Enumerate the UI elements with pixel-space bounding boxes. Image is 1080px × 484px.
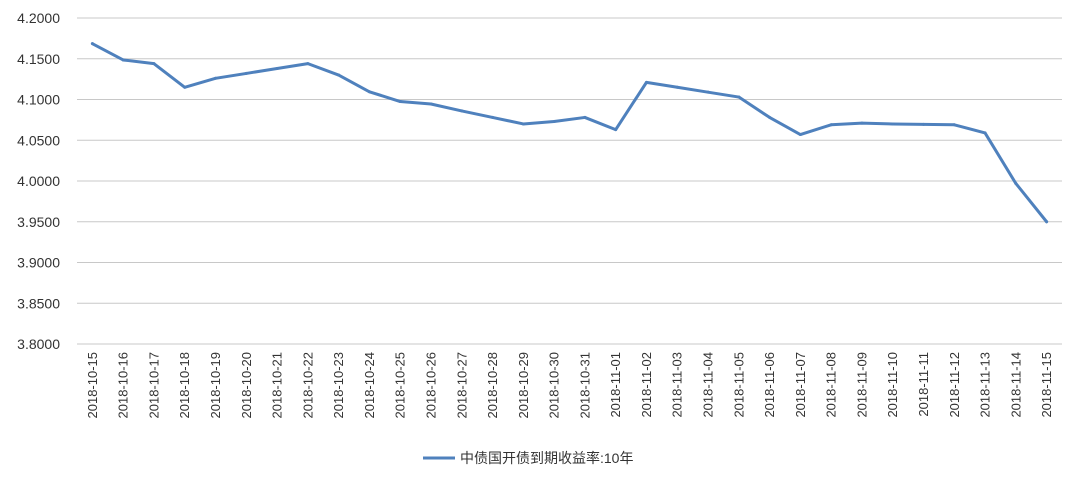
x-tick-label: 2018-10-31	[577, 352, 592, 419]
data-point	[768, 115, 772, 119]
x-tick-label: 2018-11-09	[854, 352, 869, 418]
x-tick-label: 2018-10-20	[239, 352, 254, 419]
y-tick-label: 4.1000	[17, 92, 60, 108]
data-point	[337, 73, 341, 77]
x-tick-label: 2018-11-07	[793, 352, 808, 418]
x-tick-label: 2018-10-25	[393, 352, 408, 419]
x-tick-label: 2018-10-28	[485, 352, 500, 419]
y-tick-label: 3.8000	[17, 336, 60, 352]
data-point	[860, 121, 864, 125]
x-tick-label: 2018-10-29	[516, 352, 531, 419]
data-point	[152, 62, 156, 66]
data-point	[275, 67, 279, 71]
data-point	[737, 95, 741, 99]
x-tick-label: 2018-11-15	[1039, 352, 1054, 418]
series-layer	[90, 42, 1049, 224]
data-point	[429, 102, 433, 106]
x-tick-label: 2018-11-05	[731, 352, 746, 418]
data-point	[891, 122, 895, 126]
x-tick-label: 2018-11-11	[916, 352, 931, 417]
x-tick-label: 2018-11-01	[608, 352, 623, 418]
data-point	[90, 42, 94, 46]
data-point	[244, 71, 248, 75]
x-tick-label: 2018-10-15	[85, 352, 100, 419]
x-tick-label: 2018-10-22	[300, 352, 315, 419]
x-tick-label: 2018-11-02	[639, 352, 654, 418]
x-tick-label: 2018-10-26	[423, 352, 438, 419]
data-point	[644, 80, 648, 84]
data-point	[614, 128, 618, 132]
y-axis-ticks: 4.2000 4.1500 4.1000 4.0500 4.0000 3.9500 3.90…	[17, 10, 60, 352]
x-tick-label: 2018-10-30	[547, 352, 562, 419]
data-point	[398, 100, 402, 104]
x-axis-ticks: 2018-10-15 2018-10-16 2018-10-17 2018-10-18…	[85, 352, 1054, 419]
data-point	[460, 109, 464, 113]
gridlines	[77, 17, 1062, 345]
x-tick-label: 2018-11-08	[824, 352, 839, 418]
x-tick-label: 2018-11-03	[670, 352, 685, 418]
x-tick-label: 2018-10-17	[146, 352, 161, 419]
y-tick-label: 4.2000	[17, 10, 60, 26]
data-point	[921, 122, 925, 126]
data-point	[306, 62, 310, 66]
data-point	[1014, 181, 1018, 185]
data-point	[367, 90, 371, 94]
x-tick-label: 2018-10-23	[331, 352, 346, 419]
data-point	[675, 85, 679, 89]
data-point	[706, 90, 710, 94]
x-tick-label: 2018-11-12	[947, 352, 962, 418]
x-tick-label: 2018-10-18	[177, 352, 192, 419]
y-tick-label: 3.9000	[17, 255, 60, 271]
data-point	[1045, 220, 1049, 224]
legend-label: 中债国开债到期收益率:10年	[460, 450, 633, 466]
data-point	[521, 122, 525, 126]
x-tick-label: 2018-11-06	[762, 352, 777, 418]
y-tick-label: 3.9500	[17, 214, 60, 230]
data-point	[121, 58, 125, 62]
x-tick-label: 2018-10-19	[208, 352, 223, 419]
y-tick-label: 4.0500	[17, 132, 60, 148]
data-point	[583, 115, 587, 119]
x-tick-label: 2018-11-14	[1008, 352, 1023, 418]
x-tick-label: 2018-10-24	[362, 352, 377, 419]
data-point	[798, 133, 802, 137]
data-point	[952, 123, 956, 127]
data-point	[983, 131, 987, 135]
y-tick-label: 3.8500	[17, 295, 60, 311]
x-tick-label: 2018-10-16	[116, 352, 131, 419]
data-point	[214, 76, 218, 80]
x-tick-label: 2018-11-04	[701, 352, 716, 418]
data-point	[491, 115, 495, 119]
y-tick-label: 4.0000	[17, 173, 60, 189]
x-tick-label: 2018-11-13	[978, 352, 993, 418]
x-tick-label: 2018-11-10	[885, 352, 900, 418]
series-line	[90, 42, 1049, 224]
data-point	[829, 123, 833, 127]
x-tick-label: 2018-10-27	[454, 352, 469, 419]
data-point	[183, 85, 187, 89]
x-tick-label: 2018-10-21	[270, 352, 285, 419]
y-tick-label: 4.1500	[17, 51, 60, 67]
legend: 中债国开债到期收益率:10年	[423, 450, 633, 466]
data-point	[552, 120, 556, 124]
